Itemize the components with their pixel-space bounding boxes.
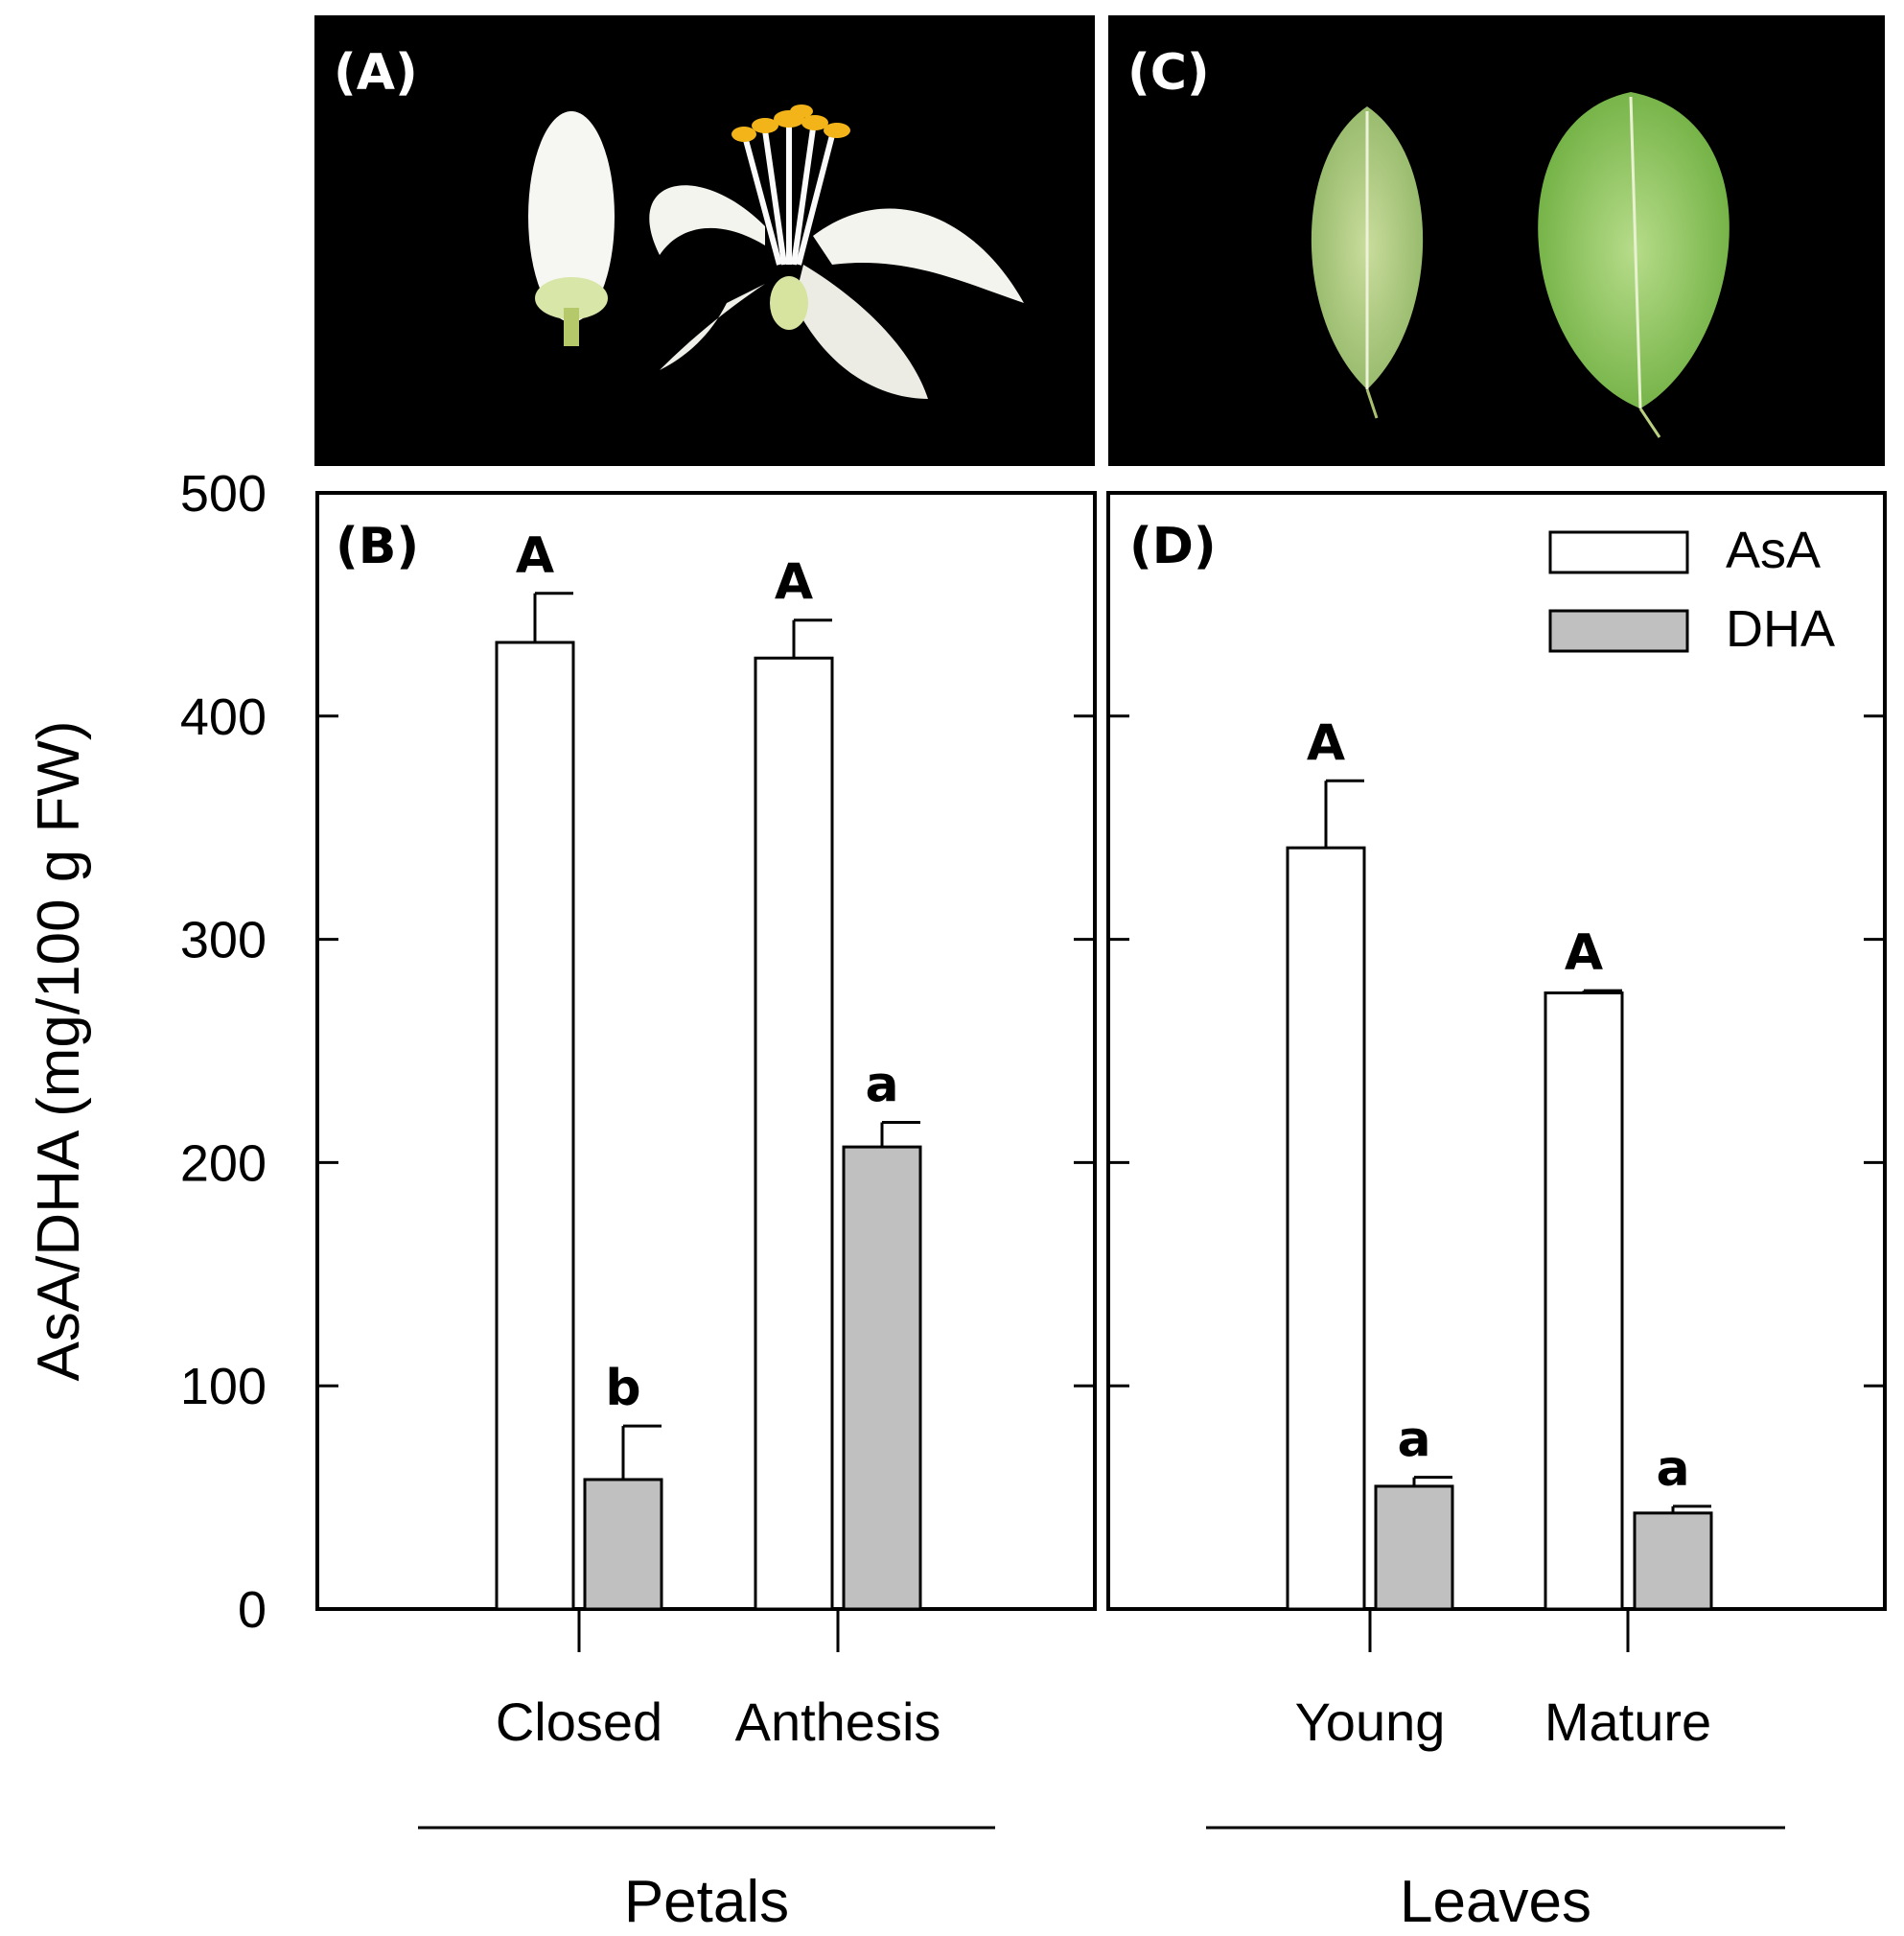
bar-dha — [1374, 1484, 1454, 1611]
group-label: Leaves — [1400, 1869, 1591, 1935]
x-tick-label: Young — [1295, 1691, 1446, 1752]
legend-swatch-dha — [1548, 609, 1689, 653]
bar-dha — [842, 1145, 922, 1611]
significance-letter: A — [516, 527, 554, 585]
bar-dha — [583, 1478, 663, 1611]
group-label: Petals — [624, 1869, 789, 1935]
legend-swatch-asa — [1548, 530, 1689, 574]
citrus-flower-image — [528, 105, 1024, 399]
bar-asa — [1286, 846, 1366, 1611]
flower-photo-panel: (A) — [314, 15, 1095, 466]
y-tick-label: 400 — [180, 688, 267, 746]
y-tick-label: 0 — [238, 1581, 267, 1639]
panel-b-label: (B) — [336, 518, 420, 575]
x-tick-label: Anthesis — [735, 1691, 941, 1752]
panel-a-label: (A) — [334, 44, 418, 102]
plot-frame — [315, 491, 1097, 1611]
y-tick-label: 300 — [180, 912, 267, 969]
bar-asa — [1544, 991, 1624, 1611]
significance-letter: a — [1397, 1411, 1430, 1469]
leaf-photo-panel: (C) — [1108, 15, 1885, 466]
significance-letter: A — [1307, 714, 1345, 772]
y-tick-label: 100 — [180, 1358, 267, 1415]
significance-letter: a — [1656, 1440, 1689, 1498]
significance-letter: A — [775, 554, 813, 612]
y-tick-label: 200 — [180, 1134, 267, 1192]
y-axis-label: AsA/DHA (mg/100 g FW) — [26, 720, 92, 1381]
significance-letter: a — [865, 1056, 898, 1113]
citrus-leaves-image — [1311, 92, 1730, 438]
bar-asa — [495, 641, 575, 1611]
y-tick-label: 500 — [180, 465, 267, 523]
panel-c-label: (C) — [1127, 44, 1210, 102]
bar-asa — [754, 656, 834, 1611]
bar-dha — [1633, 1511, 1713, 1611]
x-tick-label: Closed — [496, 1691, 662, 1752]
panel-d-label: (D) — [1129, 518, 1217, 575]
plot-frame — [1106, 491, 1887, 1611]
significance-letter: b — [605, 1360, 640, 1417]
significance-letter: A — [1565, 924, 1603, 982]
legend-label-dha: DHA — [1726, 600, 1835, 658]
x-tick-label: Mature — [1544, 1691, 1711, 1752]
legend-label-asa: AsA — [1726, 522, 1821, 579]
